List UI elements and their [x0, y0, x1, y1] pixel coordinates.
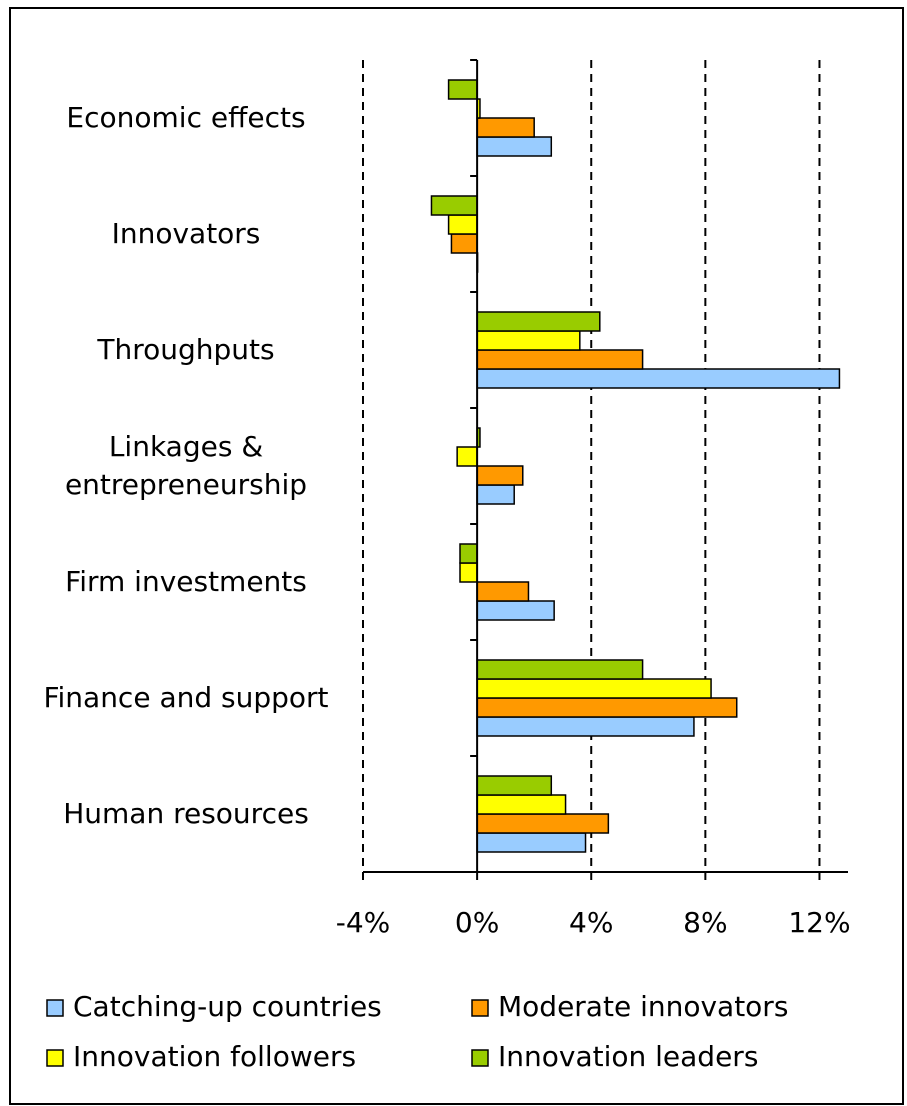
bar: [430, 195, 478, 216]
legend-swatch: [471, 999, 489, 1017]
bar: [476, 600, 555, 621]
bar: [476, 678, 712, 699]
bar: [476, 716, 695, 737]
bar: [476, 659, 644, 680]
bar: [476, 775, 553, 796]
legend-label: Moderate innovators: [498, 990, 788, 1023]
bar: [459, 562, 478, 583]
category-label: Economic effects: [66, 101, 306, 134]
bar: [476, 697, 738, 718]
bar: [447, 214, 478, 235]
bar: [476, 117, 535, 138]
category-label: Linkages & entrepreneurship: [64, 430, 308, 501]
bar: [450, 233, 478, 254]
legend-swatch: [471, 1049, 489, 1067]
bar: [476, 484, 515, 505]
bar: [447, 79, 478, 100]
bar: [476, 311, 601, 332]
category-label: Throughputs: [97, 333, 275, 366]
legend-label: Innovation followers: [73, 1040, 356, 1073]
category-label: Firm investments: [65, 565, 307, 598]
x-tick-label: 12%: [788, 906, 850, 939]
legend-label: Catching-up countries: [73, 990, 382, 1023]
x-tick-label: 4%: [569, 906, 613, 939]
x-tick-label: 0%: [455, 906, 499, 939]
legend-label: Innovation leaders: [498, 1040, 758, 1073]
legend-swatch: [46, 999, 64, 1017]
bar: [476, 368, 841, 389]
bar: [476, 136, 553, 157]
legend-swatch: [46, 1049, 64, 1067]
bar: [476, 813, 610, 834]
bar: [459, 543, 478, 564]
frame: [9, 7, 904, 1105]
bar: [476, 349, 644, 370]
x-tick-label: -4%: [336, 906, 391, 939]
x-tick-label: 8%: [683, 906, 727, 939]
bar: [476, 581, 530, 602]
bar: [476, 794, 567, 815]
category-label: Human resources: [63, 797, 309, 830]
bar: [456, 446, 478, 467]
bar: [476, 465, 524, 486]
category-label: Finance and support: [43, 681, 329, 714]
category-label: Innovators: [111, 217, 261, 250]
bar: [476, 330, 581, 351]
bar: [476, 832, 587, 853]
